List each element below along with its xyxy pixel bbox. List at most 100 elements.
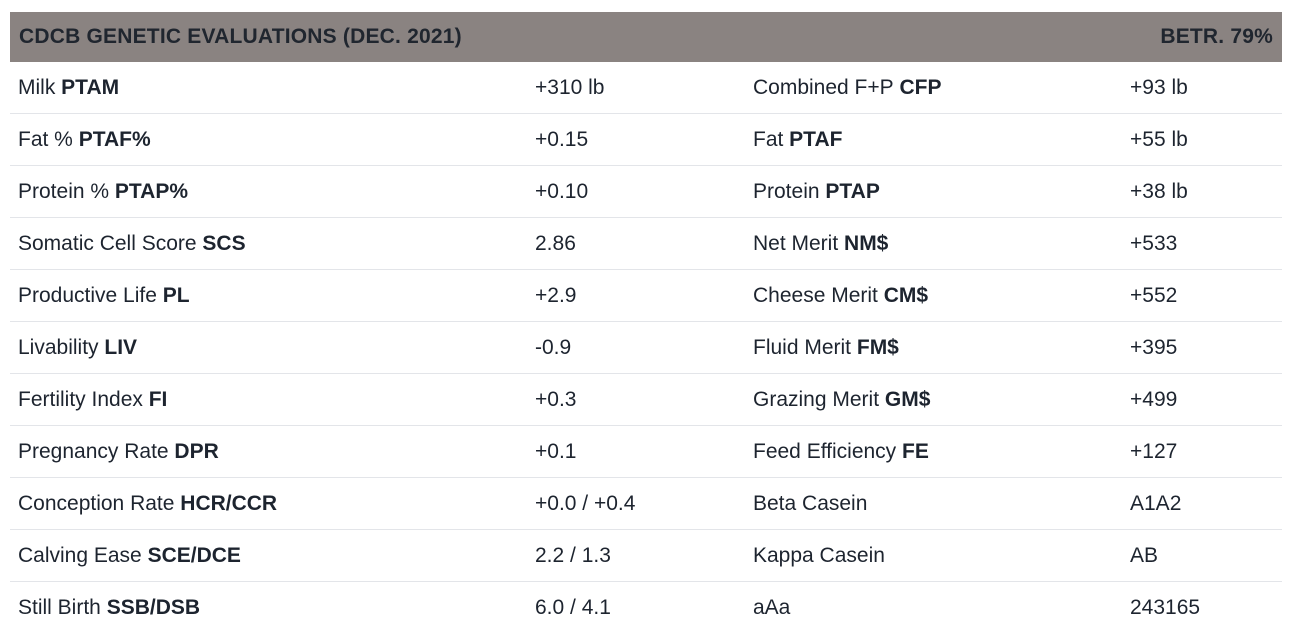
left-trait-label: Pregnancy Rate DPR [18, 440, 535, 464]
right-trait-name: Feed Efficiency [753, 439, 897, 463]
right-trait-abbr: CM$ [877, 283, 929, 307]
left-trait-value: +310 lb [535, 75, 605, 99]
right-trait-name: Fluid Merit [753, 335, 852, 359]
right-trait-abbr: PTAF [783, 127, 843, 151]
right-trait-abbr: FM$ [851, 335, 899, 359]
left-trait-label: Milk PTAM [18, 76, 535, 100]
right-trait-label: Fat PTAF [753, 128, 1130, 152]
left-trait-name: Pregnancy Rate [18, 439, 169, 463]
right-trait-label: Combined F+P CFP [753, 76, 1130, 100]
left-trait-value: 6.0 / 4.1 [535, 595, 611, 619]
right-trait-name: Net Merit [753, 231, 839, 255]
evaluation-table-body: Milk PTAM +310 lb Combined F+P CFP +93 l… [10, 62, 1282, 633]
table-row: Pregnancy Rate DPR +0.1 Feed Efficiency … [10, 426, 1282, 478]
right-trait-label: Kappa Casein [753, 544, 1130, 568]
left-trait-abbr: SCE/DCE [141, 543, 241, 567]
right-trait-name: Combined F+P [753, 75, 894, 99]
right-trait-label: Cheese Merit CM$ [753, 284, 1130, 308]
right-trait-abbr: FE [896, 439, 929, 463]
right-trait-label: Protein PTAP [753, 180, 1130, 204]
right-trait-value: A1A2 [1130, 491, 1182, 515]
left-trait-label: Protein % PTAP% [18, 180, 535, 204]
left-trait-value: +0.10 [535, 179, 589, 203]
right-trait-value: +533 [1130, 231, 1178, 255]
right-trait-value: +55 lb [1130, 127, 1188, 151]
right-trait-value: +552 [1130, 283, 1178, 307]
left-trait-name: Productive Life [18, 283, 157, 307]
right-trait-value: +127 [1130, 439, 1178, 463]
right-trait-label: Grazing Merit GM$ [753, 388, 1130, 412]
left-trait-abbr: DPR [168, 439, 219, 463]
evaluations-header-bar: CDCB GENETIC EVALUATIONS (DEC. 2021) BET… [10, 12, 1282, 62]
right-trait-value: 243165 [1130, 595, 1201, 619]
left-trait-label: Still Birth SSB/DSB [18, 596, 535, 620]
right-trait-name: Protein [753, 179, 820, 203]
right-trait-abbr: NM$ [838, 231, 889, 255]
table-row: Fat % PTAF% +0.15 Fat PTAF +55 lb [10, 114, 1282, 166]
right-trait-value: +93 lb [1130, 75, 1188, 99]
left-trait-label: Livability LIV [18, 336, 535, 360]
table-row: Livability LIV -0.9 Fluid Merit FM$ +395 [10, 322, 1282, 374]
right-trait-label: aAa [753, 596, 1130, 620]
left-trait-abbr: HCR/CCR [174, 491, 278, 515]
right-trait-label: Feed Efficiency FE [753, 440, 1130, 464]
left-trait-value: 2.86 [535, 231, 576, 255]
right-trait-abbr: CFP [893, 75, 942, 99]
table-row: Somatic Cell Score SCS 2.86 Net Merit NM… [10, 218, 1282, 270]
right-trait-label: Net Merit NM$ [753, 232, 1130, 256]
right-trait-name: Beta Casein [753, 491, 868, 515]
right-trait-name: Fat [753, 127, 784, 151]
right-trait-abbr: PTAP [819, 179, 880, 203]
right-trait-value: +395 [1130, 335, 1178, 359]
table-row: Productive Life PL +2.9 Cheese Merit CM$… [10, 270, 1282, 322]
left-trait-value: +0.3 [535, 387, 577, 411]
table-row: Fertility Index FI +0.3 Grazing Merit GM… [10, 374, 1282, 426]
left-trait-name: Conception Rate [18, 491, 175, 515]
left-trait-value: +0.15 [535, 127, 589, 151]
left-trait-abbr: PTAP% [109, 179, 189, 203]
left-trait-abbr: PL [156, 283, 190, 307]
right-trait-label: Fluid Merit FM$ [753, 336, 1130, 360]
left-trait-name: Protein % [18, 179, 110, 203]
left-trait-name: Milk [18, 75, 56, 99]
reliability-badge: BETR. 79% [1160, 25, 1273, 48]
left-trait-abbr: SCS [196, 231, 246, 255]
right-trait-name: Cheese Merit [753, 283, 878, 307]
right-trait-name: aAa [753, 595, 791, 619]
left-trait-label: Conception Rate HCR/CCR [18, 492, 535, 516]
left-trait-value: +0.0 / +0.4 [535, 491, 636, 515]
right-trait-abbr: GM$ [879, 387, 931, 411]
right-trait-label: Beta Casein [753, 492, 1130, 516]
left-trait-name: Livability [18, 335, 99, 359]
left-trait-name: Somatic Cell Score [18, 231, 197, 255]
left-trait-value: +2.9 [535, 283, 577, 307]
left-trait-abbr: LIV [98, 335, 138, 359]
left-trait-abbr: FI [142, 387, 168, 411]
left-trait-abbr: SSB/DSB [100, 595, 201, 619]
left-trait-label: Somatic Cell Score SCS [18, 232, 535, 256]
left-trait-abbr: PTAM [55, 75, 120, 99]
right-trait-value: AB [1130, 543, 1159, 567]
left-trait-name: Fat % [18, 127, 73, 151]
table-row: Milk PTAM +310 lb Combined F+P CFP +93 l… [10, 62, 1282, 114]
left-trait-label: Calving Ease SCE/DCE [18, 544, 535, 568]
right-trait-name: Grazing Merit [753, 387, 880, 411]
left-trait-value: -0.9 [535, 335, 572, 359]
left-trait-name: Calving Ease [18, 543, 142, 567]
left-trait-label: Fat % PTAF% [18, 128, 535, 152]
left-trait-value: +0.1 [535, 439, 577, 463]
table-row: Protein % PTAP% +0.10 Protein PTAP +38 l… [10, 166, 1282, 218]
right-trait-name: Kappa Casein [753, 543, 885, 567]
right-trait-value: +38 lb [1130, 179, 1188, 203]
right-trait-value: +499 [1130, 387, 1178, 411]
table-row: Still Birth SSB/DSB 6.0 / 4.1 aAa 243165 [10, 582, 1282, 633]
evaluations-title: CDCB GENETIC EVALUATIONS (DEC. 2021) [19, 25, 462, 48]
left-trait-label: Fertility Index FI [18, 388, 535, 412]
left-trait-value: 2.2 / 1.3 [535, 543, 611, 567]
left-trait-name: Fertility Index [18, 387, 143, 411]
left-trait-name: Still Birth [18, 595, 101, 619]
table-row: Conception Rate HCR/CCR +0.0 / +0.4 Beta… [10, 478, 1282, 530]
left-trait-abbr: PTAF% [72, 127, 151, 151]
table-row: Calving Ease SCE/DCE 2.2 / 1.3 Kappa Cas… [10, 530, 1282, 582]
